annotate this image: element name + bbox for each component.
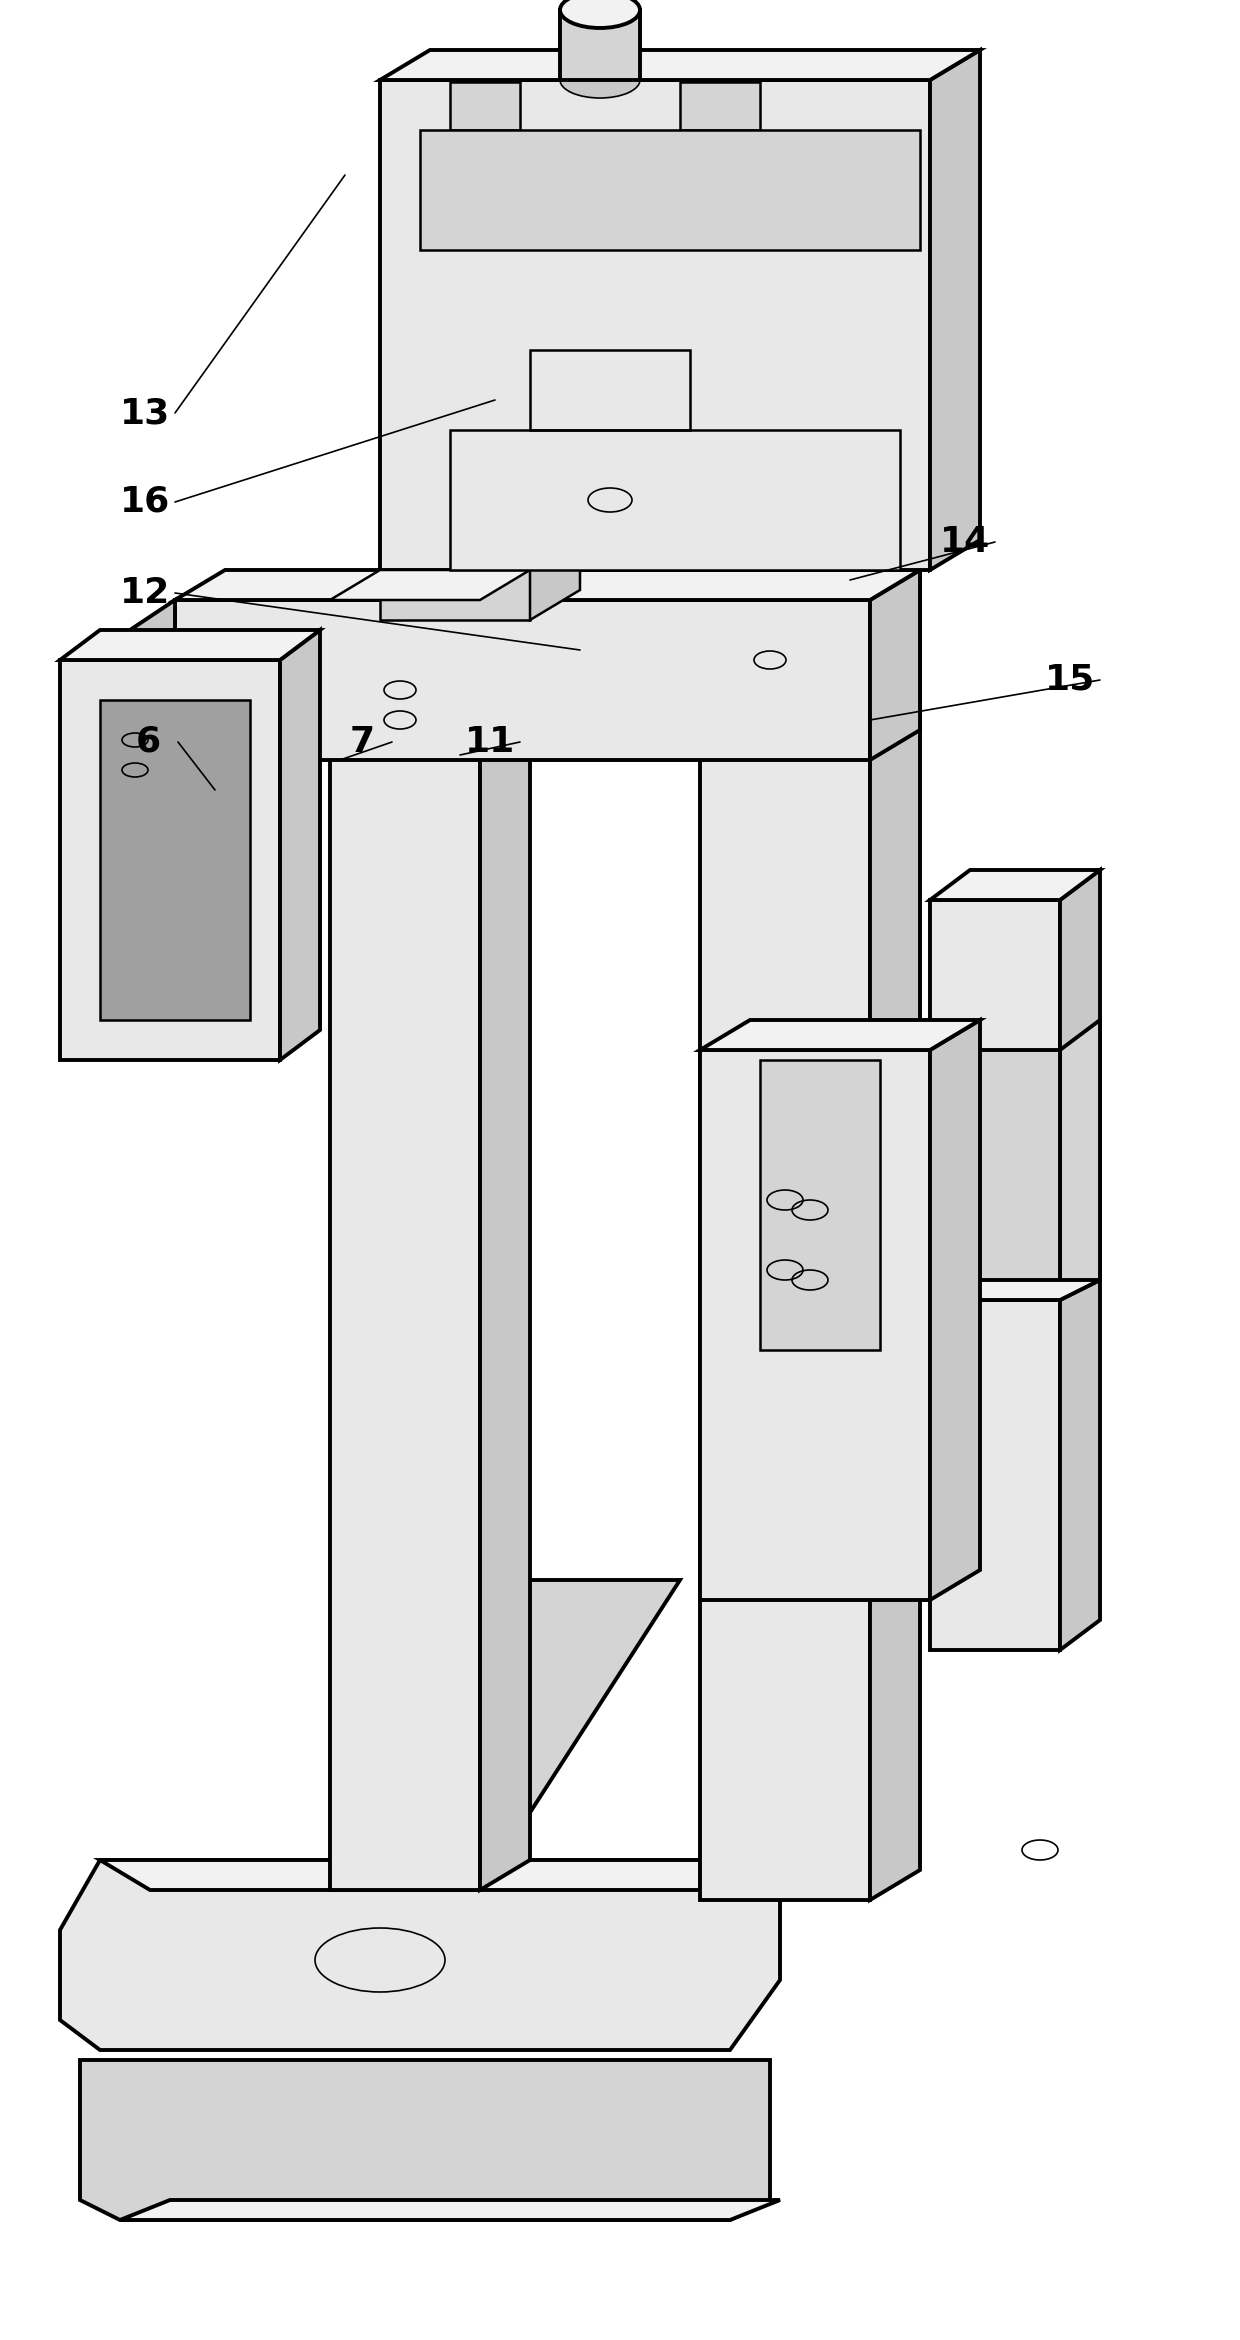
- Polygon shape: [450, 431, 900, 571]
- Polygon shape: [450, 82, 520, 131]
- Polygon shape: [130, 599, 175, 760]
- Text: 11: 11: [465, 725, 515, 758]
- Text: 16: 16: [120, 484, 170, 519]
- Polygon shape: [420, 131, 920, 250]
- Polygon shape: [1060, 870, 1100, 1650]
- Polygon shape: [130, 700, 224, 760]
- Polygon shape: [680, 82, 760, 131]
- Polygon shape: [330, 1580, 680, 1891]
- Ellipse shape: [560, 61, 640, 98]
- Polygon shape: [280, 629, 320, 1060]
- Text: 15: 15: [1045, 662, 1095, 697]
- Polygon shape: [930, 1051, 1060, 1301]
- Polygon shape: [379, 80, 930, 571]
- Polygon shape: [870, 571, 920, 1900]
- Polygon shape: [870, 571, 920, 761]
- Polygon shape: [930, 901, 1060, 1650]
- Text: 6: 6: [135, 725, 160, 758]
- Text: 7: 7: [350, 725, 374, 758]
- Polygon shape: [60, 1860, 780, 2050]
- Polygon shape: [529, 541, 580, 620]
- Polygon shape: [100, 1860, 780, 1891]
- Polygon shape: [379, 49, 980, 80]
- Polygon shape: [175, 599, 870, 760]
- Polygon shape: [930, 870, 1100, 901]
- Polygon shape: [330, 599, 480, 1891]
- Polygon shape: [330, 571, 529, 599]
- Polygon shape: [701, 571, 920, 599]
- Polygon shape: [930, 1020, 980, 1601]
- Polygon shape: [560, 9, 640, 80]
- Text: 14: 14: [940, 524, 990, 559]
- Polygon shape: [81, 2059, 770, 2221]
- Polygon shape: [60, 629, 320, 660]
- Polygon shape: [379, 571, 529, 620]
- Text: 12: 12: [120, 576, 170, 611]
- Polygon shape: [1060, 1020, 1100, 1301]
- Polygon shape: [330, 571, 529, 599]
- Polygon shape: [100, 700, 250, 1020]
- Polygon shape: [480, 571, 529, 1891]
- Text: 13: 13: [120, 395, 170, 431]
- Polygon shape: [701, 599, 870, 1900]
- Ellipse shape: [560, 0, 640, 28]
- Polygon shape: [120, 2200, 780, 2221]
- Polygon shape: [930, 1280, 1100, 1301]
- Polygon shape: [930, 49, 980, 571]
- Polygon shape: [175, 571, 920, 599]
- Polygon shape: [701, 1051, 930, 1601]
- Polygon shape: [701, 1020, 980, 1051]
- Polygon shape: [60, 660, 280, 1060]
- Polygon shape: [760, 1060, 880, 1350]
